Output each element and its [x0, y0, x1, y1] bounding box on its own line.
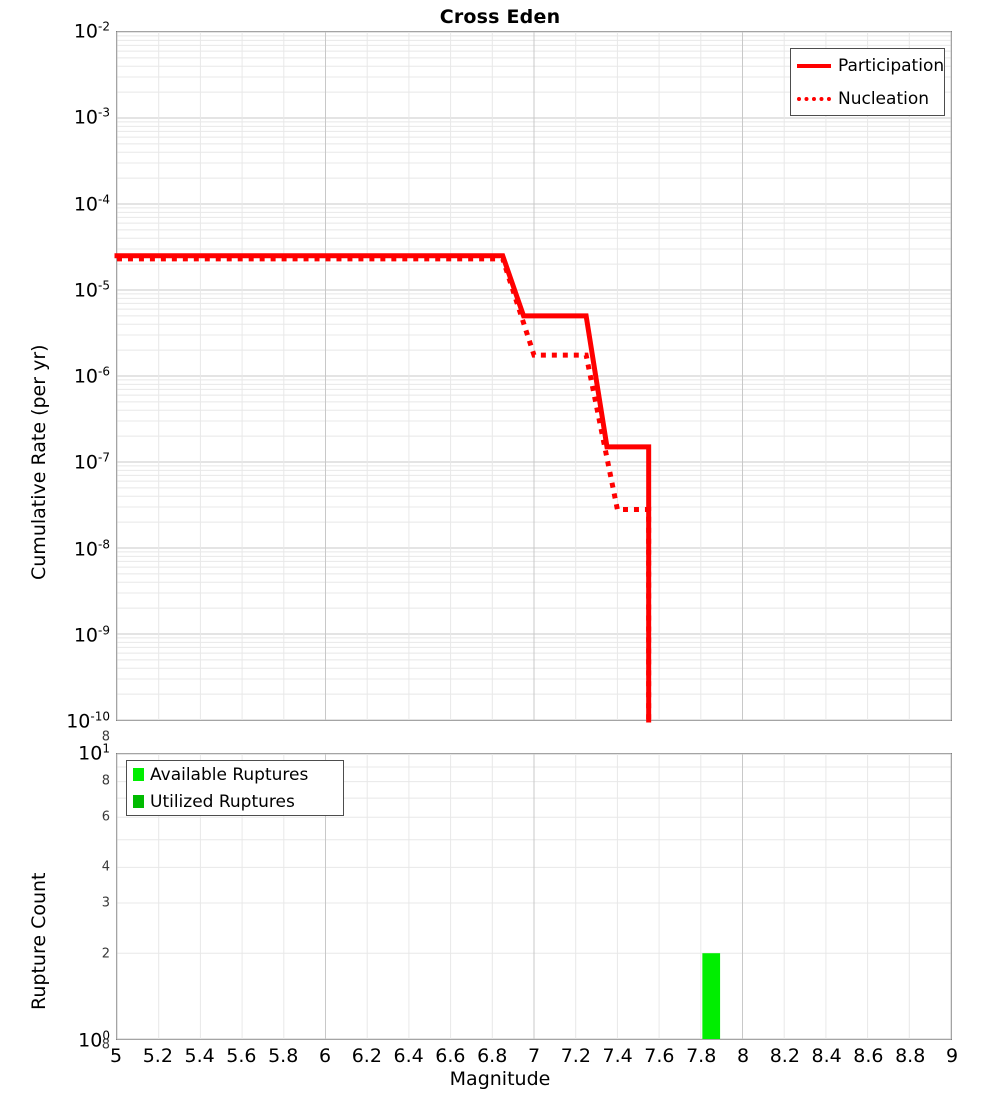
x-tick-label: 7	[527, 1045, 541, 1067]
x-tick-label: 7.4	[602, 1045, 633, 1067]
y-tick-label: 10-2	[73, 19, 110, 43]
y-tick-label: 101	[78, 741, 110, 765]
rupture-bars	[116, 753, 952, 1040]
y-tick-label: 10-9	[73, 623, 110, 647]
curve-legend: Participation Nucleation	[790, 48, 945, 116]
x-tick-label: 8.6	[853, 1045, 884, 1067]
x-tick-label: 6.8	[477, 1045, 508, 1067]
x-tick-label: 8.8	[895, 1045, 926, 1067]
dotted-line-icon	[797, 96, 831, 101]
legend-label: Nucleation	[838, 88, 930, 109]
x-tick-label: 8.4	[811, 1045, 842, 1067]
cumulative-rate-plot	[114, 31, 952, 723]
solid-line-icon	[797, 63, 831, 68]
y-minor-tick-label: 4	[101, 859, 110, 875]
y-tick-label: 10-5	[73, 278, 110, 302]
bottom-y-axis-label: Rupture Count	[28, 872, 50, 1011]
x-axis-label: Magnitude	[449, 1068, 551, 1090]
rupture-bar	[702, 953, 721, 1039]
y-minor-tick-label: 8	[101, 773, 110, 789]
y-tick-label: 10-4	[73, 191, 110, 216]
y-minor-tick-label: 6	[101, 809, 110, 825]
x-tick-label: 8.2	[769, 1045, 800, 1067]
x-tick-label: 7.6	[644, 1045, 675, 1067]
rate-curves	[114, 31, 952, 723]
x-tick-label: 5.8	[268, 1045, 299, 1067]
y-minor-tick-label: 8	[101, 729, 110, 745]
x-tick-label: 5.6	[226, 1045, 257, 1067]
legend-item-utilized-ruptures: Utilized Ruptures	[127, 788, 343, 815]
legend-label: Available Ruptures	[150, 764, 309, 785]
series-nucleation	[117, 256, 652, 720]
y-tick-label: 10-3	[73, 105, 110, 129]
y-tick-label: 10-6	[73, 364, 110, 388]
legend-item-nucleation: Nucleation	[791, 82, 944, 115]
y-minor-tick-label: 3	[101, 895, 110, 911]
x-tick-label: 6.2	[351, 1045, 382, 1067]
y-tick-label: 10-7	[73, 450, 110, 474]
y-tick-label: 10-8	[73, 536, 110, 561]
x-tick-label: 5	[109, 1045, 123, 1067]
x-tick-label: 9	[945, 1045, 959, 1067]
legend-label: Utilized Ruptures	[150, 791, 295, 812]
x-tick-label: 7.8	[686, 1045, 717, 1067]
x-tick-label: 5.2	[142, 1045, 173, 1067]
top-y-axis-label: Cumulative Rate (per yr)	[28, 344, 50, 580]
available-color-swatch	[133, 768, 144, 781]
y-tick-label: 10-10	[66, 709, 110, 733]
legend-item-available-ruptures: Available Ruptures	[127, 761, 343, 788]
rupture-legend: Available Ruptures Utilized Ruptures	[126, 760, 344, 816]
x-tick-label: 6.6	[435, 1045, 466, 1067]
legend-item-participation: Participation	[791, 49, 944, 82]
x-tick-label: 6.4	[393, 1045, 424, 1067]
x-tick-label: 6	[318, 1045, 332, 1067]
utilized-color-swatch	[133, 795, 144, 808]
figure-title: Cross Eden	[439, 6, 561, 28]
y-minor-tick-label: 8	[101, 1037, 110, 1053]
legend-label: Participation	[838, 55, 945, 76]
y-minor-tick-label: 2	[101, 946, 110, 962]
y-tick-label: 100	[78, 1028, 110, 1052]
series-participation	[114, 253, 652, 723]
x-tick-label: 5.4	[184, 1045, 215, 1067]
x-tick-label: 7.2	[560, 1045, 591, 1067]
x-tick-label: 8	[736, 1045, 750, 1067]
